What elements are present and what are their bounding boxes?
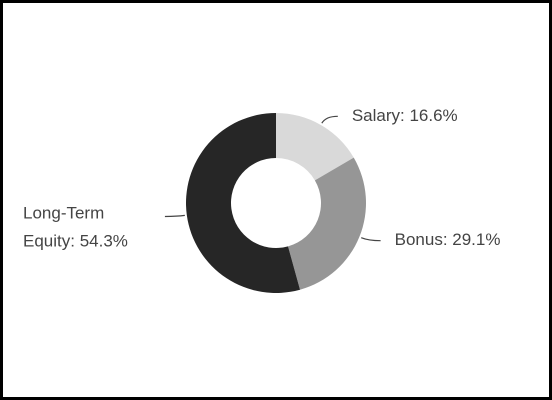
leader-line <box>164 214 185 218</box>
leader-line <box>360 237 381 242</box>
donut-segment <box>186 113 301 293</box>
leader-line <box>321 115 338 124</box>
donut-segment <box>288 157 366 290</box>
chart: Salary: 16.6% Bonus: 29.1% Long-Term Equit… <box>23 106 501 293</box>
donut-segment <box>276 113 354 181</box>
data-label: Long-Term Equity: 54.3% <box>23 204 128 251</box>
data-label: Bonus: 29.1% <box>395 230 501 249</box>
data-label: Salary: 16.6% <box>352 106 458 125</box>
